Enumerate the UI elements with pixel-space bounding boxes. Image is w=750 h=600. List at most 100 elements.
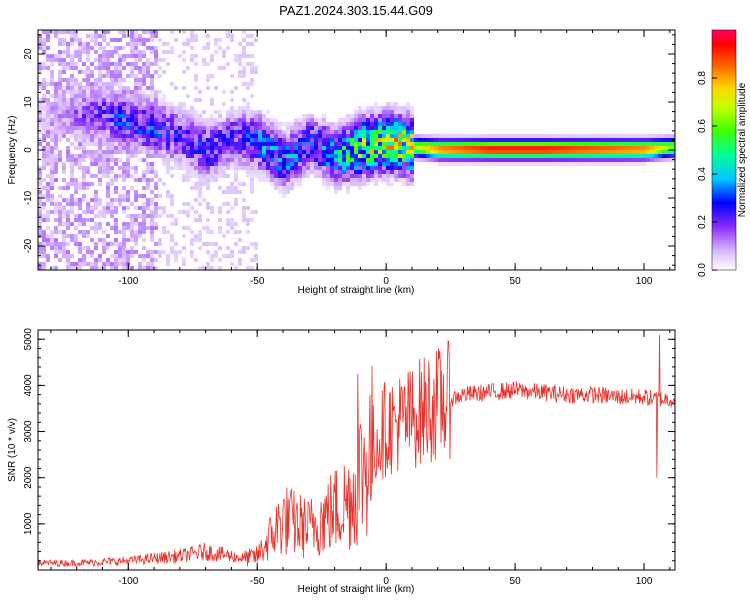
spectrogram-cell <box>130 42 134 46</box>
spectrogram-cell <box>250 162 254 166</box>
spectrogram-cell <box>150 150 154 154</box>
spectrogram-cell <box>78 214 82 218</box>
spectrogram-cell <box>46 146 50 150</box>
spectrogram-cell <box>154 34 158 38</box>
spectrogram-cell <box>102 134 106 138</box>
spectrogram-cell <box>178 102 182 106</box>
spectrogram-cell <box>126 198 130 202</box>
spectrogram-cell <box>246 170 250 174</box>
spectrogram-cell <box>410 158 414 162</box>
spectrogram-cell <box>70 110 74 114</box>
spectrogram-cell <box>134 222 138 226</box>
spectrogram-cell <box>662 138 666 142</box>
spectrogram-cell <box>170 198 174 202</box>
spectrogram-cell <box>198 158 202 162</box>
spectrogram-cell <box>118 102 122 106</box>
spectrogram-cell <box>662 146 666 150</box>
spectrogram-cell <box>366 166 370 170</box>
spectrogram-cell <box>378 114 382 118</box>
spectrogram-cell <box>198 162 202 166</box>
spectrogram-cell <box>138 86 142 90</box>
spectrogram-cell <box>330 122 334 126</box>
spectrogram-cell <box>70 78 74 82</box>
spectrogram-cell <box>114 138 118 142</box>
spectrogram-cell <box>122 262 126 266</box>
spectrogram-cell <box>234 146 238 150</box>
spectrogram-cell <box>218 130 222 134</box>
spectrogram-cell <box>118 134 122 138</box>
spectrogram-cell <box>346 146 350 150</box>
spectrogram-cell <box>390 154 394 158</box>
spectrogram-cell <box>198 98 202 102</box>
spectrogram-cell <box>94 114 98 118</box>
spectrogram-cell <box>574 154 578 158</box>
spectrogram-cell <box>342 126 346 130</box>
spectrogram-cell <box>86 106 90 110</box>
spectrogram-cell <box>222 150 226 154</box>
spectrogram-cell <box>230 206 234 210</box>
spectrogram-cell <box>210 126 214 130</box>
spectrogram-cell <box>38 178 42 182</box>
spectrogram-cell <box>562 146 566 150</box>
spectrogram-cell <box>106 202 110 206</box>
spectrogram-cell <box>202 146 206 150</box>
spectrogram-cell <box>354 134 358 138</box>
spectrogram-cell <box>70 170 74 174</box>
spectrogram-cell <box>210 58 214 62</box>
spectrogram-cell <box>98 66 102 70</box>
spectrogram-cell <box>58 94 62 98</box>
spectrogram-cell <box>102 74 106 78</box>
spectrogram-cell <box>186 154 190 158</box>
spectrogram-cell <box>438 134 442 138</box>
spectrogram-cell <box>490 150 494 154</box>
spectrogram-cell <box>94 194 98 198</box>
spectrogram-cell <box>174 242 178 246</box>
spectrogram-cell <box>226 130 230 134</box>
spectrogram-cell <box>210 178 214 182</box>
spectrogram-cell <box>134 58 138 62</box>
spectrogram-cell <box>230 130 234 134</box>
spectrogram-cell <box>90 210 94 214</box>
spectrogram-cell <box>154 110 158 114</box>
spectrogram-cell <box>270 122 274 126</box>
spectrogram-cell <box>294 154 298 158</box>
spectrogram-cell <box>234 242 238 246</box>
spectrogram-cell <box>438 146 442 150</box>
spectrogram-cell <box>202 46 206 50</box>
spectrogram-cell <box>410 118 414 122</box>
spectrogram-cell <box>94 98 98 102</box>
spectrogram-cell <box>138 118 142 122</box>
spectrogram-cell <box>250 186 254 190</box>
spectrogram-cell <box>78 110 82 114</box>
spectrogram-cell <box>82 154 86 158</box>
spectrogram-cell <box>338 186 342 190</box>
spectrogram-cell <box>326 138 330 142</box>
spectrogram-cell <box>270 118 274 122</box>
spectrogram-cell <box>98 210 102 214</box>
spectrogram-cell <box>534 158 538 162</box>
spectrogram-cell <box>406 154 410 158</box>
spectrogram-cell <box>594 162 598 166</box>
spectrogram-cell <box>450 134 454 138</box>
spectrogram-cell <box>242 130 246 134</box>
spectrogram-cell <box>154 170 158 174</box>
spectrogram-cell <box>270 154 274 158</box>
spectrogram-cell <box>190 162 194 166</box>
spectrogram-cell <box>538 138 542 142</box>
spectrogram-cell <box>650 138 654 142</box>
spectrogram-cell <box>58 134 62 138</box>
spectrogram-cell <box>118 254 122 258</box>
spectrogram-cell <box>178 126 182 130</box>
spectrogram-cell <box>634 134 638 138</box>
spectrogram-cell <box>238 162 242 166</box>
spectrogram-cell <box>402 130 406 134</box>
spectrogram-cell <box>50 234 54 238</box>
spectrogram-cell <box>242 74 246 78</box>
spectrogram-cell <box>334 150 338 154</box>
spectrogram-cell <box>290 158 294 162</box>
spectrogram-cell <box>218 210 222 214</box>
spectrogram-cell <box>390 146 394 150</box>
spectrogram-cell <box>222 90 226 94</box>
spectrogram-cell <box>46 234 50 238</box>
spectrogram-cell <box>118 242 122 246</box>
